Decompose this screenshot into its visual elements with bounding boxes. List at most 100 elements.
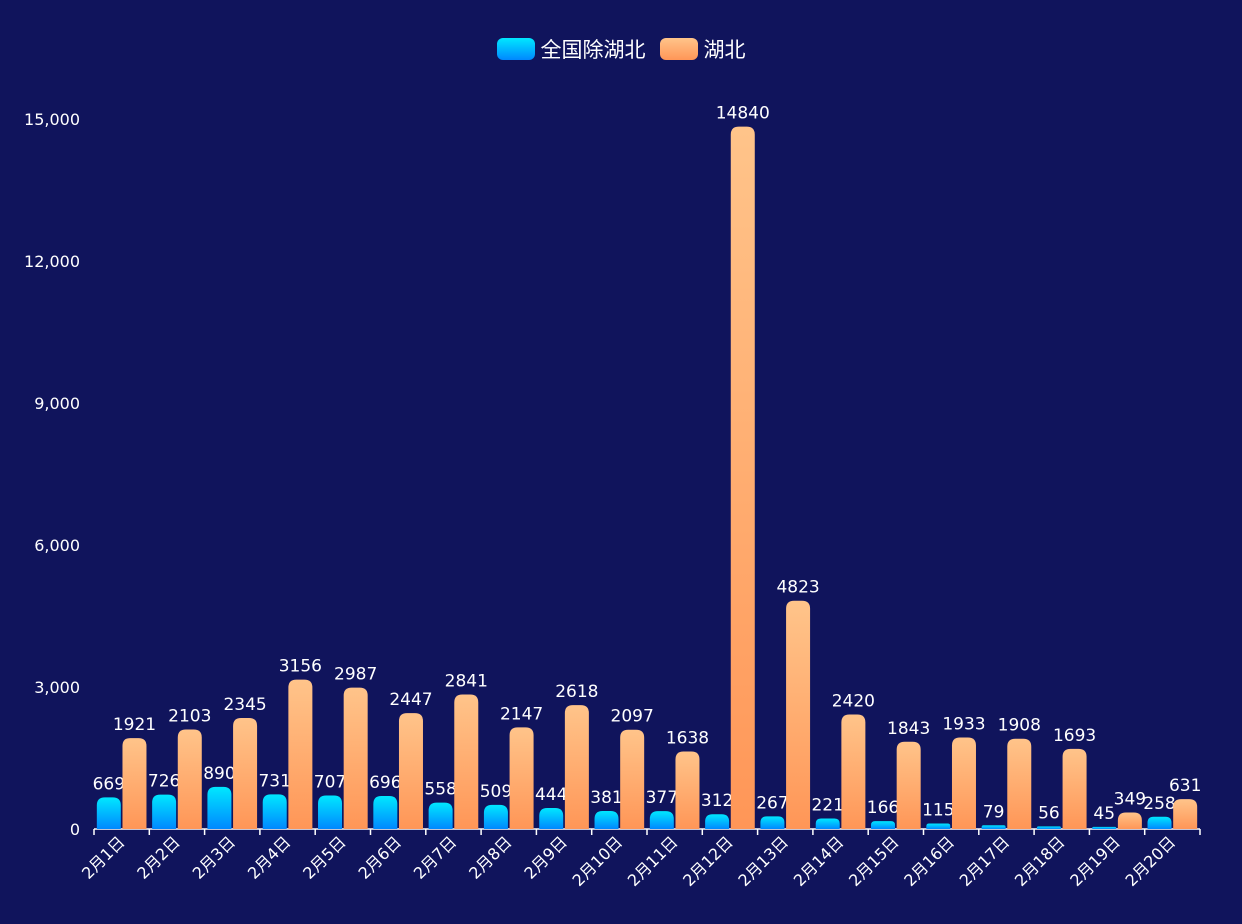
bar-hubei[interactable] xyxy=(1173,799,1198,829)
data-label: 2841 xyxy=(445,672,488,692)
x-tick-label: 2月14日 xyxy=(790,832,848,890)
bar-hubei[interactable] xyxy=(454,694,479,829)
data-label: 696 xyxy=(369,773,401,793)
bar-outside-hubei[interactable] xyxy=(483,804,508,829)
x-tick-label: 2月15日 xyxy=(845,832,903,890)
bar-hubei[interactable] xyxy=(509,727,534,829)
data-label: 2987 xyxy=(334,665,377,685)
data-label: 1933 xyxy=(942,715,985,735)
bar-outside-hubei[interactable] xyxy=(262,794,287,829)
data-label: 890 xyxy=(203,764,235,784)
data-label: 221 xyxy=(811,796,843,816)
data-label: 4823 xyxy=(776,578,819,598)
bar-outside-hubei[interactable] xyxy=(1036,826,1061,829)
x-tick-label: 2月20日 xyxy=(1122,832,1180,890)
bar-hubei[interactable] xyxy=(564,705,589,829)
bar-outside-hubei[interactable] xyxy=(594,810,619,829)
data-label: 166 xyxy=(867,798,899,818)
bar-hubei[interactable] xyxy=(122,738,147,829)
y-tick-label: 9,000 xyxy=(34,394,80,413)
data-label: 509 xyxy=(480,782,512,802)
y-tick-label: 0 xyxy=(70,820,80,839)
data-label: 669 xyxy=(93,774,125,794)
bar-hubei[interactable] xyxy=(951,737,976,829)
bar-hubei[interactable] xyxy=(675,751,700,829)
legend-item-outside-hubei[interactable]: 全国除湖北 xyxy=(496,34,646,64)
data-label: 312 xyxy=(701,791,733,811)
bar-hubei[interactable] xyxy=(288,679,313,829)
legend-item-hubei[interactable]: 湖北 xyxy=(659,34,746,64)
data-label: 79 xyxy=(983,802,1005,822)
bar-hubei[interactable] xyxy=(730,126,755,829)
data-label: 1638 xyxy=(666,728,709,748)
legend-label: 全国除湖北 xyxy=(540,38,646,62)
data-label: 349 xyxy=(1114,789,1146,809)
data-label: 631 xyxy=(1169,776,1201,796)
data-label: 377 xyxy=(646,788,678,808)
legend-swatch-blue xyxy=(496,38,535,60)
data-label: 115 xyxy=(922,801,954,821)
data-label: 1843 xyxy=(887,719,930,739)
x-tick-label: 2月5日 xyxy=(299,832,349,882)
data-label: 558 xyxy=(424,780,456,800)
bar-hubei[interactable] xyxy=(896,741,921,829)
bar-hubei[interactable] xyxy=(1062,748,1087,829)
bar-hubei[interactable] xyxy=(398,713,423,829)
bar-outside-hubei[interactable] xyxy=(207,786,232,829)
data-label: 258 xyxy=(1143,794,1175,814)
bar-hubei[interactable] xyxy=(233,718,258,829)
x-tick-label: 2月9日 xyxy=(520,832,570,882)
data-label: 2420 xyxy=(832,691,875,711)
x-tick-label: 2月17日 xyxy=(956,832,1014,890)
bar-outside-hubei[interactable] xyxy=(1092,826,1117,829)
bar-outside-hubei[interactable] xyxy=(705,814,730,829)
y-tick-label: 3,000 xyxy=(34,678,80,697)
data-label: 1908 xyxy=(998,716,1041,736)
bar-outside-hubei[interactable] xyxy=(926,823,951,829)
data-label: 56 xyxy=(1038,803,1060,823)
legend: 全国除湖北 湖北 xyxy=(0,34,1242,64)
x-tick-label: 2月11日 xyxy=(624,832,682,890)
x-tick-label: 2月8日 xyxy=(465,832,515,882)
data-label: 2345 xyxy=(223,695,266,715)
bar-outside-hubei[interactable] xyxy=(1147,816,1172,829)
bar-hubei[interactable] xyxy=(841,714,866,829)
x-tick-label: 2月18日 xyxy=(1011,832,1069,890)
data-label: 707 xyxy=(314,773,346,793)
x-tick-label: 2月10日 xyxy=(569,832,627,890)
bar-outside-hubei[interactable] xyxy=(981,825,1006,829)
bar-outside-hubei[interactable] xyxy=(96,797,121,829)
bar-outside-hubei[interactable] xyxy=(760,816,785,829)
bar-hubei[interactable] xyxy=(343,687,368,829)
bar-outside-hubei[interactable] xyxy=(152,794,177,829)
data-label: 444 xyxy=(535,785,567,805)
bar-hubei[interactable] xyxy=(1007,738,1032,829)
x-tick-label: 2月13日 xyxy=(734,832,792,890)
data-label: 2147 xyxy=(500,704,543,724)
data-label: 731 xyxy=(258,771,290,791)
bar-hubei[interactable] xyxy=(1117,812,1142,829)
bar-outside-hubei[interactable] xyxy=(373,796,398,829)
x-tick-label: 2月1日 xyxy=(78,832,128,882)
bar-hubei[interactable] xyxy=(786,600,811,829)
data-label: 2103 xyxy=(168,706,211,726)
bar-outside-hubei[interactable] xyxy=(318,795,343,829)
y-tick-label: 12,000 xyxy=(24,252,80,271)
x-tick-label: 2月12日 xyxy=(679,832,737,890)
legend-label: 湖北 xyxy=(703,38,746,62)
x-tick-label: 2月3日 xyxy=(189,832,239,882)
bar-outside-hubei[interactable] xyxy=(649,811,674,829)
data-label: 2618 xyxy=(555,682,598,702)
data-label: 2447 xyxy=(389,690,432,710)
bar-outside-hubei[interactable] xyxy=(871,821,896,829)
x-tick-label: 2月16日 xyxy=(900,832,958,890)
bar-hubei[interactable] xyxy=(620,729,645,829)
bar-outside-hubei[interactable] xyxy=(428,802,453,829)
bar-hubei[interactable] xyxy=(177,729,202,829)
bar-outside-hubei[interactable] xyxy=(815,818,840,829)
bar-outside-hubei[interactable] xyxy=(539,807,564,829)
data-label: 267 xyxy=(756,793,788,813)
data-label: 2097 xyxy=(611,707,654,727)
data-label: 726 xyxy=(148,772,180,792)
data-label: 1921 xyxy=(113,715,156,735)
